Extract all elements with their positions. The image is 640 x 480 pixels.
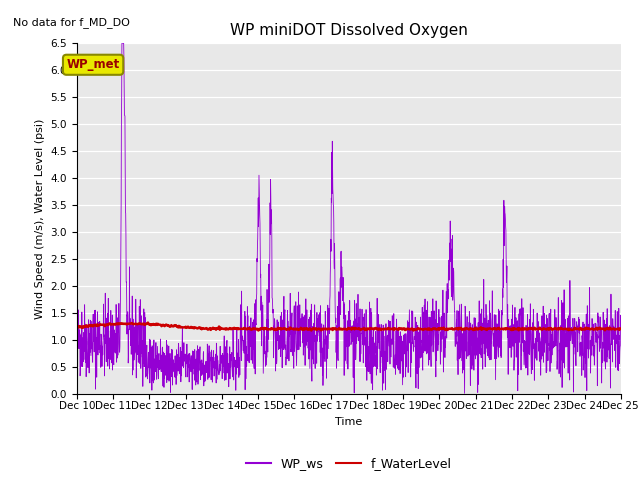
WP_ws	[461, 390, 468, 396]
Line: WP_ws: WP_ws	[77, 43, 621, 393]
f_WaterLevel	[617, 326, 625, 332]
f_WaterLevel	[139, 321, 147, 327]
Legend: WP_ws, f_WaterLevel: WP_ws, f_WaterLevel	[241, 452, 457, 475]
WP_ws	[225, 384, 232, 390]
WP_ws	[584, 322, 592, 327]
Line: f_WaterLevel: f_WaterLevel	[77, 323, 621, 331]
Text: No data for f_MD_DO: No data for f_MD_DO	[13, 17, 130, 28]
f_WaterLevel	[73, 324, 81, 330]
WP_ws	[570, 325, 577, 331]
f_WaterLevel	[417, 326, 424, 332]
WP_ws	[508, 354, 515, 360]
f_WaterLevel	[195, 325, 202, 331]
WP_ws	[73, 327, 81, 333]
Text: WP_met: WP_met	[67, 58, 120, 71]
X-axis label: Time: Time	[335, 417, 362, 427]
f_WaterLevel	[255, 328, 262, 334]
f_WaterLevel	[433, 326, 440, 332]
Title: WP miniDOT Dissolved Oxygen: WP miniDOT Dissolved Oxygen	[230, 23, 468, 38]
f_WaterLevel	[144, 320, 152, 325]
Y-axis label: Wind Speed (m/s), Water Level (psi): Wind Speed (m/s), Water Level (psi)	[35, 118, 45, 319]
WP_ws	[365, 358, 372, 364]
WP_ws	[118, 40, 125, 46]
f_WaterLevel	[83, 323, 90, 328]
WP_ws	[617, 326, 625, 332]
WP_ws	[376, 349, 384, 355]
f_WaterLevel	[223, 326, 231, 332]
